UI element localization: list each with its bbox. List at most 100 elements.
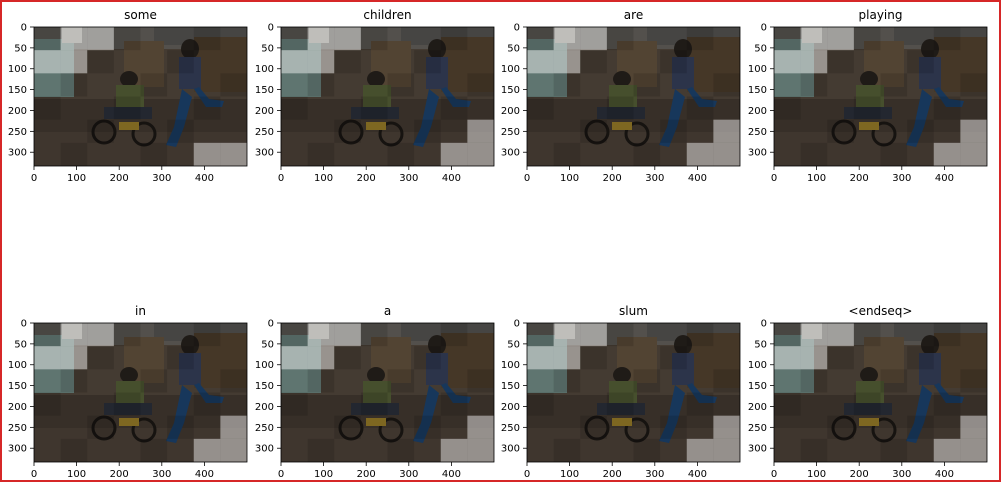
- y-tick-label: 150: [501, 85, 520, 96]
- attention-cell: [193, 142, 221, 166]
- attention-cell: [60, 369, 88, 393]
- attention-cell: [60, 27, 88, 51]
- y-tick-label: 300: [748, 444, 767, 455]
- attention-cell: [387, 73, 415, 97]
- attention-panel: playing 0 100 200 300 400 0 50 100 150 200 250 300: [748, 8, 989, 184]
- attention-cell: [800, 27, 828, 51]
- attention-cell: [307, 50, 335, 74]
- panel-title: children: [363, 8, 411, 22]
- y-tick-label: 100: [255, 360, 274, 371]
- y-tick-label: 0: [514, 319, 520, 330]
- x-tick-label: 300: [892, 469, 911, 480]
- attention-cell: [933, 142, 961, 166]
- x-tick-label: 0: [771, 469, 777, 480]
- attention-cell: [880, 142, 908, 166]
- x-tick-label: 100: [314, 469, 333, 480]
- attention-cell: [774, 27, 801, 51]
- attention-cell: [334, 119, 361, 143]
- attention-cell: [307, 369, 335, 393]
- attention-cell: [334, 415, 361, 439]
- attention-cell: [467, 119, 494, 143]
- attention-cell: [220, 73, 247, 97]
- attention-cell: [960, 369, 987, 393]
- attention-cell: [660, 50, 687, 74]
- attention-cell: [774, 346, 801, 370]
- attention-cell: [220, 369, 247, 393]
- x-tick-label: 400: [688, 469, 707, 480]
- attention-cell: [800, 50, 828, 74]
- x-tick-label: 300: [152, 173, 171, 184]
- attention-cell: [907, 415, 934, 439]
- attention-cell: [606, 27, 634, 51]
- y-tick-label: 200: [748, 402, 767, 413]
- attention-cell: [580, 50, 607, 74]
- attention-cell: [360, 323, 388, 347]
- attention-cell: [853, 96, 881, 120]
- axes-frame: [280, 26, 495, 167]
- attention-panel: a 0 100 200 300 400 0 50 100 150 200 250 300: [255, 304, 496, 480]
- attention-cell: [414, 50, 441, 74]
- attention-cell: [34, 346, 61, 370]
- x-tick-label: 0: [31, 469, 37, 480]
- y-tick-label: 250: [255, 423, 274, 434]
- attention-cell: [440, 96, 468, 120]
- y-tick-label: 150: [255, 85, 274, 96]
- attention-cell: [933, 27, 961, 51]
- y-tick-label: 100: [8, 64, 27, 75]
- x-tick-label: 100: [67, 469, 86, 480]
- attention-cell: [960, 415, 987, 439]
- attention-cell: [440, 323, 468, 347]
- attention-cell: [827, 27, 854, 51]
- y-tick-label: 300: [501, 444, 520, 455]
- attention-cell: [853, 392, 881, 416]
- attention-cell: [774, 50, 801, 74]
- attention-cell: [880, 438, 908, 462]
- attention-cell: [334, 50, 361, 74]
- y-tick-label: 50: [261, 339, 274, 350]
- attention-cell: [113, 323, 141, 347]
- attention-cell: [907, 119, 934, 143]
- y-tick-label: 200: [748, 106, 767, 117]
- x-tick-label: 400: [195, 173, 214, 184]
- attention-cell: [60, 142, 88, 166]
- attention-cell: [633, 438, 661, 462]
- attention-cell: [800, 346, 828, 370]
- attention-cell: [606, 323, 634, 347]
- x-tick-label: 0: [524, 173, 530, 184]
- attention-cell: [60, 346, 88, 370]
- attention-cell: [387, 438, 415, 462]
- attention-cell: [281, 346, 308, 370]
- attention-cell: [281, 50, 308, 74]
- attention-cell: [580, 27, 607, 51]
- attention-cell: [360, 96, 388, 120]
- y-tick-label: 100: [748, 64, 767, 75]
- attention-cell: [281, 392, 308, 416]
- attention-cell: [580, 346, 607, 370]
- attention-cell: [633, 142, 661, 166]
- attention-cell: [686, 96, 714, 120]
- attention-cell: [686, 323, 714, 347]
- x-tick-label: 0: [278, 469, 284, 480]
- attention-cell: [387, 369, 415, 393]
- y-tick-label: 250: [748, 423, 767, 434]
- attention-cell: [167, 415, 194, 439]
- attention-cell: [880, 369, 908, 393]
- attention-cell: [87, 50, 114, 74]
- attention-cell: [960, 438, 987, 462]
- x-tick-label: 0: [524, 469, 530, 480]
- attention-cell: [553, 27, 581, 51]
- attention-cell: [140, 142, 168, 166]
- attention-cell: [87, 119, 114, 143]
- attention-cell: [800, 323, 828, 347]
- attention-cell: [281, 323, 308, 347]
- attention-cell: [960, 119, 987, 143]
- attention-cell: [440, 27, 468, 51]
- y-tick-label: 150: [748, 381, 767, 392]
- attention-cell: [606, 96, 634, 120]
- x-tick-label: 100: [807, 469, 826, 480]
- x-tick-label: 300: [399, 173, 418, 184]
- y-tick-label: 250: [255, 127, 274, 138]
- y-tick-label: 50: [261, 43, 274, 54]
- axes-frame: [33, 322, 248, 463]
- y-tick-label: 150: [255, 381, 274, 392]
